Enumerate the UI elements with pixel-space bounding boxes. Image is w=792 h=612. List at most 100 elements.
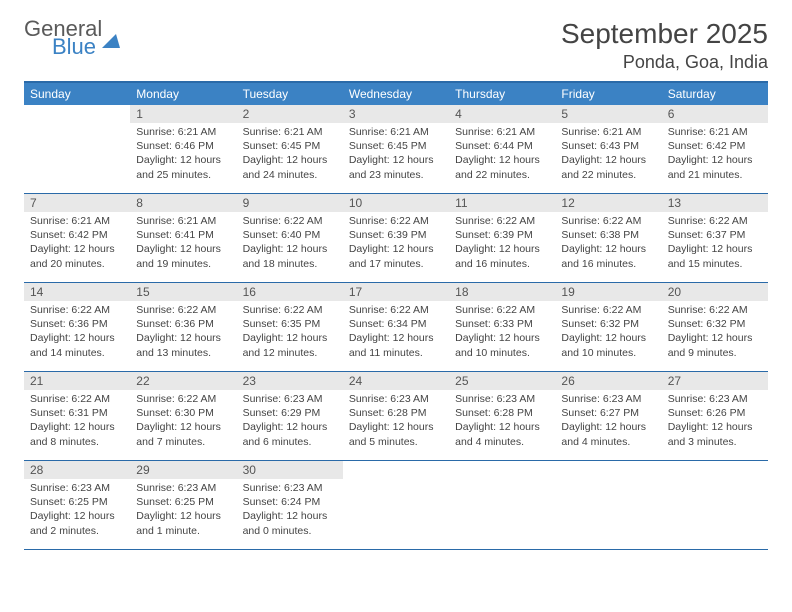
- day-cell: 19Sunrise: 6:22 AMSunset: 6:32 PMDayligh…: [555, 283, 661, 371]
- day-info: Sunrise: 6:21 AMSunset: 6:46 PMDaylight:…: [130, 123, 236, 186]
- daylight-text: Daylight: 12 hours and 13 minutes.: [136, 331, 230, 359]
- sunset-text: Sunset: 6:26 PM: [668, 406, 762, 420]
- day-cell: [555, 461, 661, 549]
- day-info: Sunrise: 6:23 AMSunset: 6:29 PMDaylight:…: [237, 390, 343, 453]
- day-info: Sunrise: 6:21 AMSunset: 6:45 PMDaylight:…: [343, 123, 449, 186]
- sunrise-text: Sunrise: 6:22 AM: [136, 392, 230, 406]
- day-number: 23: [237, 372, 343, 390]
- day-cell: 24Sunrise: 6:23 AMSunset: 6:28 PMDayligh…: [343, 372, 449, 460]
- day-number: 27: [662, 372, 768, 390]
- daylight-text: Daylight: 12 hours and 22 minutes.: [561, 153, 655, 181]
- sunrise-text: Sunrise: 6:22 AM: [561, 303, 655, 317]
- daylight-text: Daylight: 12 hours and 0 minutes.: [243, 509, 337, 537]
- day-number: 3: [343, 105, 449, 123]
- day-info: Sunrise: 6:21 AMSunset: 6:42 PMDaylight:…: [662, 123, 768, 186]
- week-row: 1Sunrise: 6:21 AMSunset: 6:46 PMDaylight…: [24, 105, 768, 194]
- day-info: Sunrise: 6:23 AMSunset: 6:25 PMDaylight:…: [130, 479, 236, 542]
- daylight-text: Daylight: 12 hours and 19 minutes.: [136, 242, 230, 270]
- daylight-text: Daylight: 12 hours and 15 minutes.: [668, 242, 762, 270]
- logo: General Blue: [24, 18, 120, 58]
- sunrise-text: Sunrise: 6:21 AM: [136, 214, 230, 228]
- day-info: Sunrise: 6:22 AMSunset: 6:31 PMDaylight:…: [24, 390, 130, 453]
- day-cell: 2Sunrise: 6:21 AMSunset: 6:45 PMDaylight…: [237, 105, 343, 193]
- sunrise-text: Sunrise: 6:23 AM: [136, 481, 230, 495]
- sunset-text: Sunset: 6:45 PM: [349, 139, 443, 153]
- day-number: 9: [237, 194, 343, 212]
- sunrise-text: Sunrise: 6:22 AM: [30, 392, 124, 406]
- day-cell: 16Sunrise: 6:22 AMSunset: 6:35 PMDayligh…: [237, 283, 343, 371]
- sunrise-text: Sunrise: 6:22 AM: [668, 214, 762, 228]
- day-number: 6: [662, 105, 768, 123]
- title-block: September 2025 Ponda, Goa, India: [561, 18, 768, 73]
- day-number: 20: [662, 283, 768, 301]
- day-number: 13: [662, 194, 768, 212]
- day-info: Sunrise: 6:22 AMSunset: 6:35 PMDaylight:…: [237, 301, 343, 364]
- daylight-text: Daylight: 12 hours and 10 minutes.: [455, 331, 549, 359]
- sunset-text: Sunset: 6:39 PM: [349, 228, 443, 242]
- week-row: 28Sunrise: 6:23 AMSunset: 6:25 PMDayligh…: [24, 461, 768, 550]
- sunset-text: Sunset: 6:42 PM: [668, 139, 762, 153]
- day-info: Sunrise: 6:22 AMSunset: 6:37 PMDaylight:…: [662, 212, 768, 275]
- daylight-text: Daylight: 12 hours and 10 minutes.: [561, 331, 655, 359]
- sunset-text: Sunset: 6:38 PM: [561, 228, 655, 242]
- day-cell: [662, 461, 768, 549]
- day-info: Sunrise: 6:22 AMSunset: 6:38 PMDaylight:…: [555, 212, 661, 275]
- day-info: Sunrise: 6:21 AMSunset: 6:41 PMDaylight:…: [130, 212, 236, 275]
- daylight-text: Daylight: 12 hours and 17 minutes.: [349, 242, 443, 270]
- day-number: 29: [130, 461, 236, 479]
- day-info: Sunrise: 6:22 AMSunset: 6:33 PMDaylight:…: [449, 301, 555, 364]
- day-info: Sunrise: 6:22 AMSunset: 6:32 PMDaylight:…: [555, 301, 661, 364]
- dayhead-sat: Saturday: [662, 83, 768, 105]
- day-cell: 15Sunrise: 6:22 AMSunset: 6:36 PMDayligh…: [130, 283, 236, 371]
- day-number: 21: [24, 372, 130, 390]
- day-cell: [449, 461, 555, 549]
- day-cell: 10Sunrise: 6:22 AMSunset: 6:39 PMDayligh…: [343, 194, 449, 282]
- daylight-text: Daylight: 12 hours and 14 minutes.: [30, 331, 124, 359]
- day-cell: 26Sunrise: 6:23 AMSunset: 6:27 PMDayligh…: [555, 372, 661, 460]
- daylight-text: Daylight: 12 hours and 18 minutes.: [243, 242, 337, 270]
- day-number: 2: [237, 105, 343, 123]
- sunset-text: Sunset: 6:40 PM: [243, 228, 337, 242]
- day-cell: [24, 105, 130, 193]
- day-number: 1: [130, 105, 236, 123]
- page-header: General Blue September 2025 Ponda, Goa, …: [24, 18, 768, 73]
- sunrise-text: Sunrise: 6:21 AM: [30, 214, 124, 228]
- day-cell: 27Sunrise: 6:23 AMSunset: 6:26 PMDayligh…: [662, 372, 768, 460]
- sunset-text: Sunset: 6:46 PM: [136, 139, 230, 153]
- sunset-text: Sunset: 6:32 PM: [668, 317, 762, 331]
- logo-text: General Blue: [24, 18, 102, 58]
- sunrise-text: Sunrise: 6:23 AM: [30, 481, 124, 495]
- sunset-text: Sunset: 6:36 PM: [136, 317, 230, 331]
- day-cell: 11Sunrise: 6:22 AMSunset: 6:39 PMDayligh…: [449, 194, 555, 282]
- day-number: 24: [343, 372, 449, 390]
- sunset-text: Sunset: 6:30 PM: [136, 406, 230, 420]
- day-number: 7: [24, 194, 130, 212]
- day-cell: 14Sunrise: 6:22 AMSunset: 6:36 PMDayligh…: [24, 283, 130, 371]
- daylight-text: Daylight: 12 hours and 3 minutes.: [668, 420, 762, 448]
- weeks-container: 1Sunrise: 6:21 AMSunset: 6:46 PMDaylight…: [24, 105, 768, 550]
- daylight-text: Daylight: 12 hours and 6 minutes.: [243, 420, 337, 448]
- day-info: Sunrise: 6:21 AMSunset: 6:44 PMDaylight:…: [449, 123, 555, 186]
- dayhead-fri: Friday: [555, 83, 661, 105]
- sunrise-text: Sunrise: 6:22 AM: [455, 303, 549, 317]
- day-info: Sunrise: 6:22 AMSunset: 6:40 PMDaylight:…: [237, 212, 343, 275]
- sunrise-text: Sunrise: 6:23 AM: [561, 392, 655, 406]
- daylight-text: Daylight: 12 hours and 16 minutes.: [455, 242, 549, 270]
- sunset-text: Sunset: 6:39 PM: [455, 228, 549, 242]
- daylight-text: Daylight: 12 hours and 16 minutes.: [561, 242, 655, 270]
- day-info: Sunrise: 6:22 AMSunset: 6:30 PMDaylight:…: [130, 390, 236, 453]
- sunrise-text: Sunrise: 6:21 AM: [136, 125, 230, 139]
- daylight-text: Daylight: 12 hours and 7 minutes.: [136, 420, 230, 448]
- sunrise-text: Sunrise: 6:22 AM: [30, 303, 124, 317]
- dayhead-tue: Tuesday: [237, 83, 343, 105]
- day-info: Sunrise: 6:22 AMSunset: 6:34 PMDaylight:…: [343, 301, 449, 364]
- day-info: Sunrise: 6:23 AMSunset: 6:24 PMDaylight:…: [237, 479, 343, 542]
- day-cell: [343, 461, 449, 549]
- day-info: Sunrise: 6:22 AMSunset: 6:36 PMDaylight:…: [130, 301, 236, 364]
- sunrise-text: Sunrise: 6:22 AM: [136, 303, 230, 317]
- day-cell: 3Sunrise: 6:21 AMSunset: 6:45 PMDaylight…: [343, 105, 449, 193]
- day-number: 5: [555, 105, 661, 123]
- day-cell: 29Sunrise: 6:23 AMSunset: 6:25 PMDayligh…: [130, 461, 236, 549]
- day-cell: 5Sunrise: 6:21 AMSunset: 6:43 PMDaylight…: [555, 105, 661, 193]
- dayhead-sun: Sunday: [24, 83, 130, 105]
